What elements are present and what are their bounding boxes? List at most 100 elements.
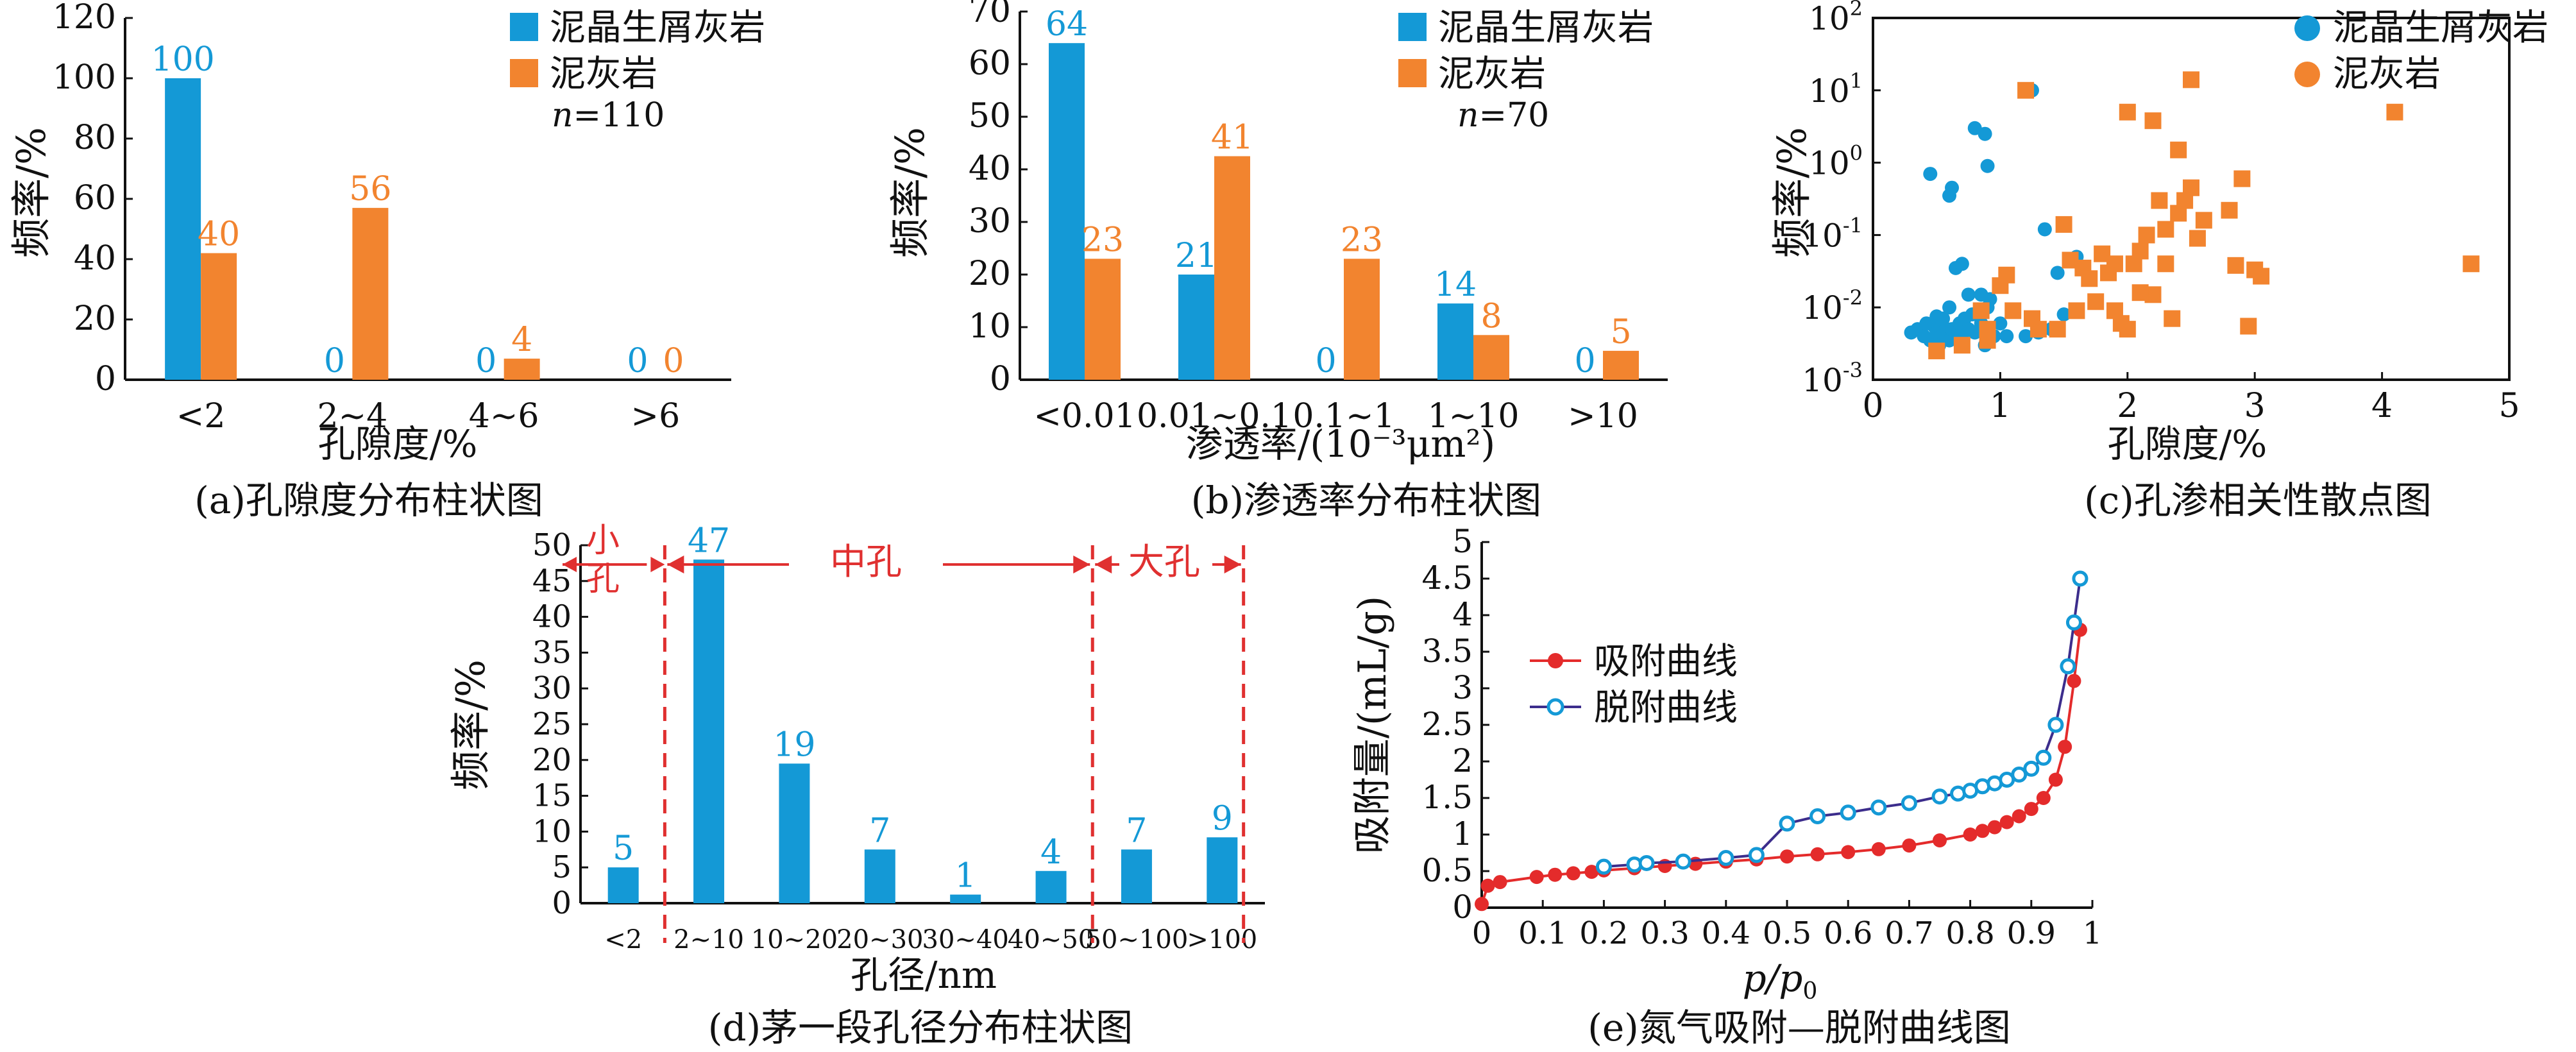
- legend-label: 泥灰岩: [2333, 53, 2441, 95]
- scatter-point: [1928, 343, 1945, 360]
- x-tick-label: 0.5: [1763, 915, 1811, 951]
- scatter-point: [2157, 221, 2174, 238]
- x-tick-label: 1: [2083, 915, 2103, 951]
- line-point: [1529, 870, 1544, 885]
- x-axis-title-var: p/p: [1743, 956, 1803, 1000]
- arrow-head: [650, 557, 665, 572]
- bar: [1049, 43, 1085, 380]
- bar-value-label: 7: [1126, 811, 1147, 850]
- caption: (e)氮气吸附—脱附曲线图: [1588, 1006, 2011, 1049]
- line-point: [1718, 849, 1734, 866]
- region-label: 小: [586, 522, 620, 560]
- y-tick-label: 40: [532, 599, 572, 635]
- y-tick-label: 70: [969, 0, 1011, 30]
- y-tick-label: 35: [532, 634, 572, 670]
- y-tick-label: 60: [74, 179, 116, 217]
- scatter-point: [2119, 321, 2136, 338]
- line-point: [1748, 847, 1765, 863]
- x-axis-title: 孔隙度/%: [2108, 422, 2267, 466]
- line-point: [1931, 788, 1948, 805]
- line-point: [2058, 740, 2072, 754]
- sample-count: n=110: [552, 96, 665, 135]
- line-point: [2047, 717, 2064, 733]
- bar-value-label: 56: [349, 170, 391, 208]
- scatter-point: [2081, 270, 2098, 287]
- y-tick-label: 10: [532, 813, 572, 849]
- line-point: [1870, 799, 1887, 816]
- x-tick-label: 0.6: [1824, 915, 1872, 951]
- scatter-point: [2157, 255, 2174, 273]
- line-point: [2048, 772, 2063, 787]
- line-point: [2036, 791, 2051, 805]
- caption: (d)茅一段孔径分布柱状图: [708, 1006, 1133, 1049]
- sample-count-val: =70: [1479, 96, 1550, 135]
- x-tick-label: 20~30: [836, 925, 923, 954]
- line-point: [1963, 827, 1978, 842]
- legend-label: 泥晶生屑灰岩: [550, 7, 765, 49]
- arrow-head: [1095, 556, 1112, 573]
- scatter-point: [2253, 267, 2270, 285]
- line-point: [1987, 820, 2002, 835]
- line-point: [1933, 833, 1947, 848]
- legend-marker: [1398, 13, 1427, 41]
- x-tick-label: 5: [2498, 387, 2520, 425]
- sample-count-var: n: [552, 96, 573, 135]
- scatter-point: [1942, 300, 1957, 315]
- x-tick-label: 1: [1990, 387, 2011, 425]
- scatter-point: [2462, 255, 2480, 273]
- y-tick-label: 1.5: [1421, 779, 1473, 816]
- bar: [1207, 837, 1238, 903]
- scatter-point: [2004, 302, 2022, 319]
- x-tick-label: <2: [176, 397, 226, 436]
- line-point: [1810, 847, 1825, 861]
- y-tick-exponent: 2: [1850, 0, 1863, 21]
- y-tick-label: 120: [53, 0, 116, 37]
- scatter-point: [2131, 242, 2149, 260]
- scatter-point: [2183, 71, 2199, 89]
- y-tick-label: 30: [969, 202, 1011, 241]
- scatter-point: [2240, 318, 2257, 335]
- scatter-point: [1972, 302, 1990, 319]
- y-tick-label: 10-1: [1802, 213, 1863, 254]
- bar: [1473, 335, 1509, 380]
- bar: [607, 867, 639, 903]
- x-tick-label: 0.1: [1518, 915, 1567, 951]
- x-tick-label: >6: [631, 397, 681, 436]
- bar: [352, 208, 389, 380]
- caption: (c)孔渗相关性散点图: [2084, 479, 2432, 522]
- y-tick-label: 101: [1809, 69, 1863, 110]
- line-point: [2035, 749, 2052, 766]
- caption: (a)孔隙度分布柱状图: [194, 479, 543, 522]
- y-tick-label: 2.5: [1421, 706, 1473, 743]
- legend-label: 脱附曲线: [1594, 687, 1738, 729]
- bar-value-label: 0: [324, 342, 345, 380]
- y-tick-label: 10-3: [1802, 358, 1863, 399]
- bar-value-label: 1: [955, 857, 976, 895]
- y-tick-label: 30: [532, 670, 572, 706]
- x-tick-label: 0.01~0.1: [1137, 397, 1292, 436]
- y-tick-exponent: -1: [1843, 213, 1863, 237]
- scatter-point: [2183, 179, 2199, 196]
- legend-marker: [1546, 698, 1564, 716]
- bar-value-label: 4: [511, 321, 532, 359]
- y-tick-label: 0: [990, 360, 1011, 398]
- x-tick-label: 0: [1472, 915, 1492, 951]
- bar: [1035, 870, 1067, 903]
- x-tick-label: <0.01: [1033, 397, 1135, 436]
- bar-value-label: 100: [151, 40, 214, 79]
- legend-label: 吸附曲线: [1594, 641, 1738, 683]
- y-tick-label: 3: [1452, 669, 1473, 706]
- x-tick-label: 0.7: [1885, 915, 1933, 951]
- y-axis-title: 频率/%: [8, 127, 55, 258]
- x-tick-label: 40~50: [1008, 925, 1094, 954]
- y-tick-base: 10: [1809, 145, 1850, 182]
- sample-count-val: =110: [573, 96, 665, 135]
- scatter-point: [2019, 329, 2033, 344]
- y-axis-title: 频率/%: [1768, 127, 1815, 258]
- sample-count: n=70: [1457, 96, 1549, 135]
- scatter-point: [2227, 257, 2244, 274]
- bar: [1214, 156, 1250, 380]
- y-tick-label: 20: [532, 742, 572, 778]
- arrow-head: [563, 557, 577, 572]
